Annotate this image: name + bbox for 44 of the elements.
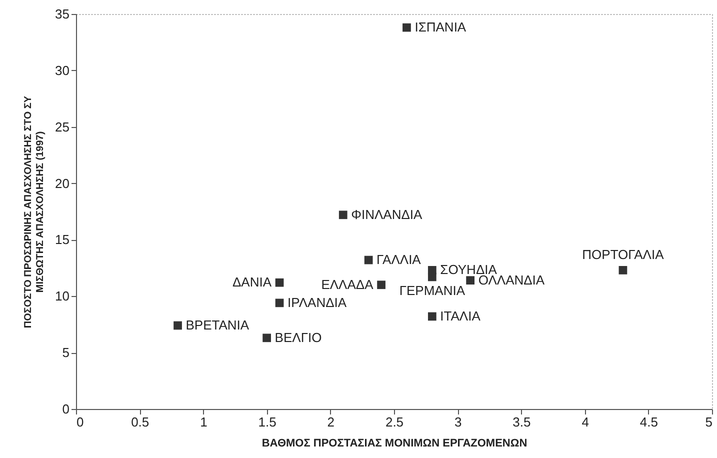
x-tick-label: 2 — [327, 414, 335, 430]
y-tick-label: 5 — [62, 345, 70, 360]
point — [402, 23, 411, 32]
annotation: ΓΑΛΛΙΑ — [376, 252, 422, 268]
x-tick-label: 0.5 — [131, 414, 150, 430]
annotation: ΙΣΠΑΝΙΑ — [414, 20, 466, 35]
x-tick-label: 2.5 — [385, 414, 404, 430]
annotation: ΙΡΛΑΝΔΙΑ — [288, 294, 347, 310]
x-tick-label: 5 — [705, 414, 712, 430]
point — [174, 321, 182, 330]
point — [618, 266, 628, 274]
y-tick-label: 0 — [62, 402, 70, 416]
y-tick-label: 10 — [55, 288, 70, 304]
x-tick-label: 4.5 — [640, 414, 658, 430]
x-tick-label: 4 — [582, 414, 589, 430]
y-tick-label: 30 — [55, 62, 70, 78]
x-tick-label: 3.5 — [512, 414, 531, 430]
point — [275, 298, 284, 308]
point — [466, 276, 475, 285]
annotation: ΕΛΛΑΔΑ — [321, 276, 374, 292]
annotation: ΓΕΡΜΑΝΙΑ — [399, 282, 466, 298]
annotation: ΒΕΛΓΙΟ — [274, 330, 322, 345]
x-tick-label: 1 — [200, 414, 208, 430]
annotation: ΔΑΝΙΑ — [232, 274, 272, 290]
y-axis-title: ΠΟΣΟΣΤΟ ΠΡΟΣΩΡΙΝΗΣ ΑΠΑΣΧΟΛΗΣΗΣ ΣΤΟ ΣΥ ΜΙΣΘΩΤΗΣ ΑΠΑΣΧΟΛΗΣΗΣ (1997) — [23, 96, 46, 328]
point — [364, 256, 373, 264]
y-tick-label: 15 — [55, 232, 70, 248]
point — [338, 210, 348, 220]
point — [428, 312, 436, 321]
annotation: ΠΟΡΤΟΓΑΛΙΑ — [582, 247, 664, 262]
point — [275, 278, 284, 287]
point — [262, 334, 271, 342]
x-tick-label: 1.5 — [258, 414, 276, 430]
point — [377, 280, 386, 290]
annotation: ΒΡΕΤΑΝΙΑ — [186, 317, 250, 332]
annotation: ΙΤΑΛΙΑ — [440, 308, 481, 324]
y-tick-label: 35 — [55, 6, 70, 22]
x-axis-title: ΒΑΘΜΟΣ ΠΡΟΣΤΑΣΙΑΣ ΜΟΝΙΜΩΝ ΕΡΓΑΖΟΜΕΝΩΝ — [262, 438, 528, 450]
annotation: ΦΙΝΛΑΝΔΙΑ — [351, 206, 423, 222]
point — [428, 272, 436, 282]
y-tick-label: 20 — [55, 176, 70, 191]
y-tick-label: 25 — [55, 119, 70, 134]
x-tick-label: 3 — [454, 414, 462, 430]
x-tick-label: 0 — [76, 414, 84, 430]
